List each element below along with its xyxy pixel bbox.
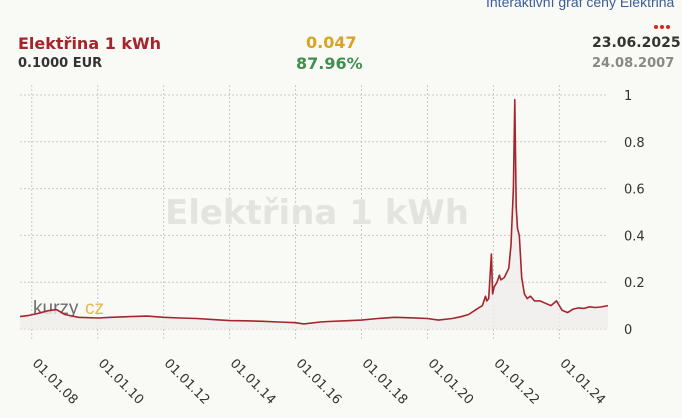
series-layer [19, 98, 609, 329]
more-menu-icon[interactable] [654, 14, 672, 33]
y-tick-label: 0.6 [624, 183, 645, 198]
y-tick-label: 1 [624, 89, 632, 104]
x-tick-label: 01.01.22 [491, 356, 543, 408]
x-tick-label: 01.01.12 [161, 356, 213, 408]
x-tick-label: 01.01.24 [557, 356, 609, 408]
x-tick-label: 01.01.16 [293, 356, 345, 408]
y-tick-label: 0.4 [624, 229, 645, 244]
change-percent: 87.96% [296, 54, 363, 73]
logo-cz: cz [85, 298, 104, 319]
y-tick-label: 0.8 [624, 136, 645, 151]
x-tick-label: 01.01.20 [425, 356, 477, 408]
series-line [19, 98, 609, 325]
y-axis: 0 0.2 0.4 0.6 0.8 1 [624, 89, 645, 338]
watermark-text: Elektřina 1 kWh [165, 193, 469, 233]
x-tick-label: 01.01.14 [227, 356, 279, 408]
x-tick-label: 01.01.18 [359, 356, 411, 408]
x-axis: 01.01.08 01.01.10 01.01.12 01.01.14 01.01.16… [29, 356, 608, 408]
y-tick-label: 0.2 [624, 276, 645, 291]
date-start: 24.08.2007 [592, 56, 675, 71]
instrument-price: 0.1000 EUR [18, 56, 103, 71]
change-absolute: 0.047 [306, 33, 357, 52]
interactive-chart-link[interactable]: Interaktivní graf ceny Elektřina [486, 0, 675, 10]
x-tick-label: 01.01.10 [95, 356, 147, 408]
y-tick-label: 0 [624, 323, 632, 338]
series-area [20, 99, 608, 329]
instrument-title: Elektřina 1 kWh [18, 34, 162, 53]
date-latest: 23.06.2025 [592, 35, 681, 51]
x-tick-label: 01.01.08 [29, 356, 81, 408]
